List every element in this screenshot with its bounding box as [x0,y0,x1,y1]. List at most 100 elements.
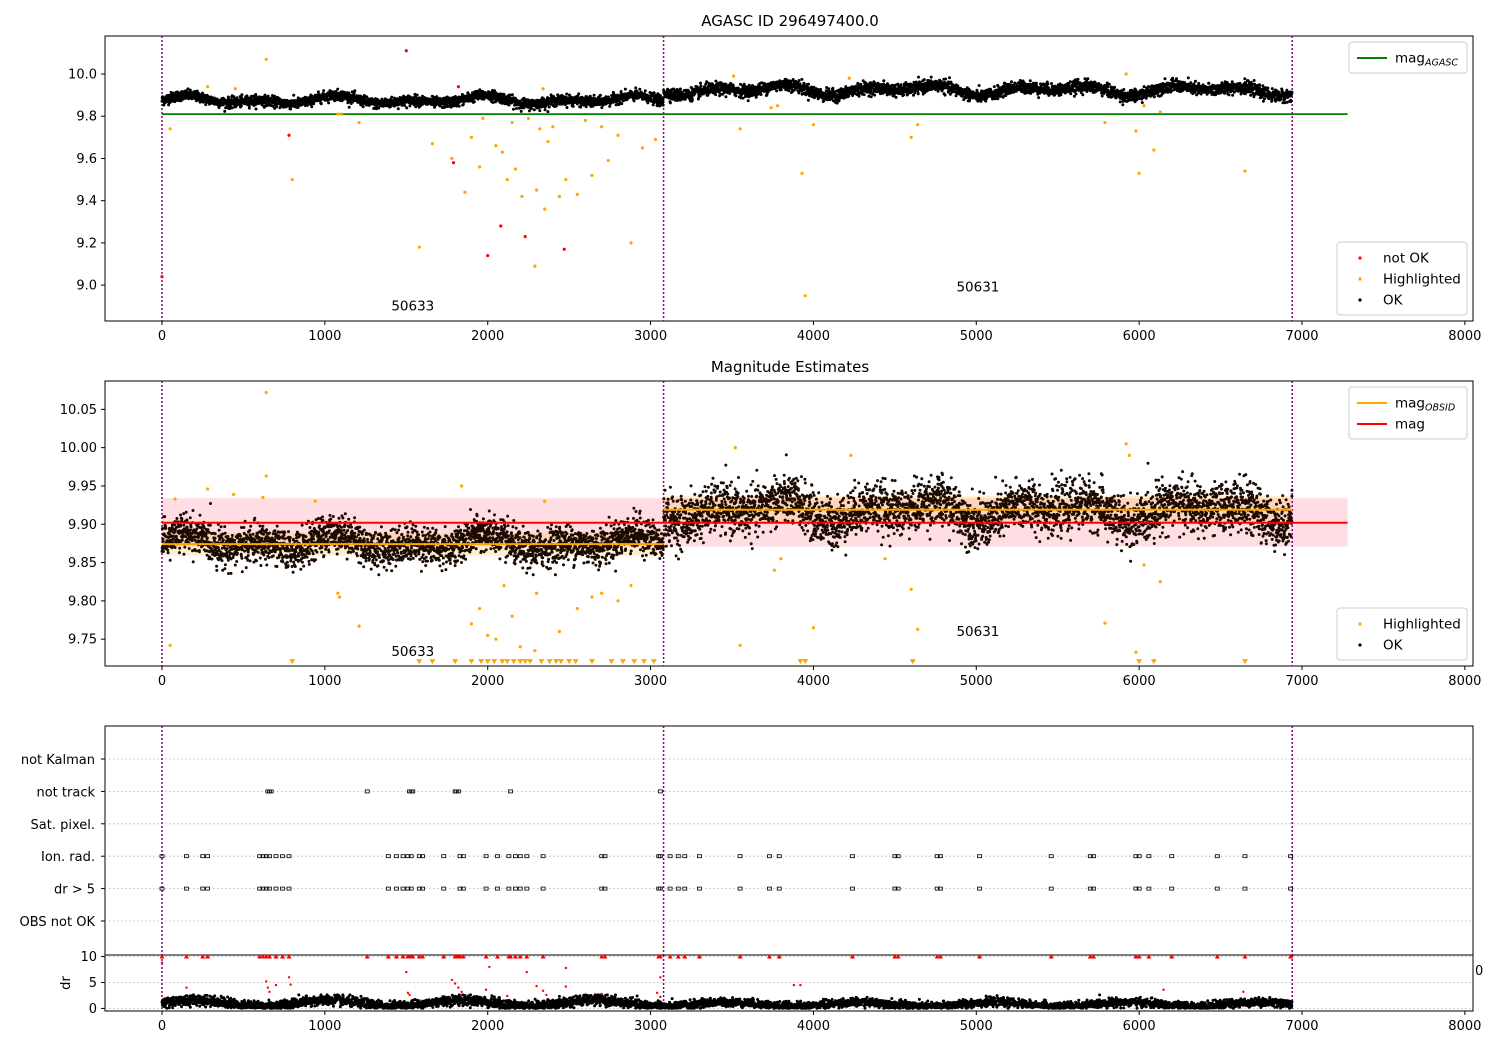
dr-high-marker [266,954,272,959]
highlighted-low-marker [588,659,595,665]
flag-marker [667,854,673,859]
flag-marker [257,854,263,859]
highlighted-point [173,497,177,501]
dr-high-marker [257,954,263,959]
figure-title: AGASC ID 296497400.0 [701,12,879,30]
dr-highlighted-point [600,992,603,996]
dr-high-marker [1242,954,1248,959]
panel-agasc-magnitudes: 0 1000 2000 3000 4000 5000 6000 7000 8000 9.0 9.2 9… [68,35,1481,344]
legend: Highlighted OK [1336,607,1468,661]
highlighted-point [575,192,579,196]
panel-magnitude-estimates: 0 1000 2000 3000 4000 5000 6000 7000 8000 9.75 9.8… [60,380,1481,689]
highlighted-point [510,614,514,618]
highlighted-point [538,127,542,131]
y-tick-label: 9.75 [68,633,97,648]
highlighted-low-marker [1242,659,1248,665]
flag-marker [1169,886,1175,891]
y-tick-label: 10.05 [60,403,97,418]
highlighted-point [500,150,504,154]
flag-marker [895,886,901,891]
dr-high-marker [260,954,266,959]
x-tick-label: 8000 [1448,1019,1481,1034]
flag-marker [517,854,523,859]
highlighted-point [1103,621,1107,625]
dr-highlighted-point [450,978,454,982]
highlighted-point [502,583,506,588]
highlighted-point [909,587,913,591]
flag-marker [517,886,523,891]
dr-high-marker [159,954,165,959]
dr-high-marker [892,954,898,959]
x-tick-label: 2000 [471,1019,504,1034]
highlighted-low-marker [572,659,579,665]
flag-marker [977,886,982,891]
dr-high-marker [895,954,901,959]
flag-marker [1214,886,1220,891]
flag-marker [657,854,663,859]
legend-label: Highlighted [1383,272,1461,288]
flag-marker [977,854,982,859]
not-ok-point [562,247,566,251]
dr-high-marker [280,954,286,959]
highlighted-point [849,453,853,457]
highlighted-point [811,123,816,127]
highlighted-point [629,583,633,588]
flag-category-label: Sat. pixel. [31,818,95,833]
flag-marker [513,886,518,891]
flag-marker [205,854,211,859]
x-tick-label: 1000 [308,329,341,344]
x-tick-label: 0 [158,1019,166,1034]
x-tick-label: 2000 [471,674,504,689]
legend-label: Highlighted [1383,617,1461,633]
highlighted-low-marker [641,659,648,665]
flag-marker [263,886,269,891]
highlighted-point [590,173,594,177]
flag-category-label: OBS not OK [20,915,96,930]
flag-marker [280,854,285,859]
flag-marker [455,789,461,794]
flag-marker [495,854,500,859]
flag-marker [776,854,782,859]
dr-high-marker [416,954,422,959]
dr-high-marker [441,954,447,959]
flag-marker [1133,854,1139,859]
flag-marker [506,854,512,859]
y-tick-label: 9.8 [76,110,97,125]
highlighted-point [1103,120,1107,125]
highlighted-point [430,142,434,146]
x-tick-label: 3000 [634,674,667,689]
highlighted-point [811,626,816,630]
highlighted-point [460,484,464,488]
flag-marker [524,854,530,859]
highlighted-low-marker [484,659,491,665]
flag-category-label: not Kalman [21,753,95,768]
legend-dot-swatch [1358,298,1362,302]
x-tick-label: 6000 [1123,674,1156,689]
legend-label-subscript: AGASC [1424,58,1458,69]
flag-marker [410,789,416,794]
dr-high-marker [494,954,500,959]
highlighted-point [616,133,620,137]
dr-highlighted-point [564,985,568,988]
ok-points [160,75,1294,114]
flag-marker [776,886,782,891]
highlighted-point [534,591,539,595]
flag-marker [441,886,447,891]
dr-highlighted-point [488,965,491,969]
flag-marker [657,789,663,794]
dr-highlighted-point [287,976,291,979]
highlighted-point [337,595,342,599]
dr-high-marker [602,954,608,959]
x-tick-label: 1000 [308,1019,341,1034]
dr-highlighted-point [453,982,457,985]
highlighted-low-marker [802,659,809,665]
x-tick-label: 3000 [634,1019,667,1034]
not-ok-point [451,161,456,165]
flag-marker [682,854,688,859]
y-tick-label: 9.95 [68,479,97,494]
obsid-label: 50633 [391,298,434,314]
flag-marker [200,886,206,891]
y-tick-label: 5 [89,976,97,991]
highlighted-point [738,127,742,131]
